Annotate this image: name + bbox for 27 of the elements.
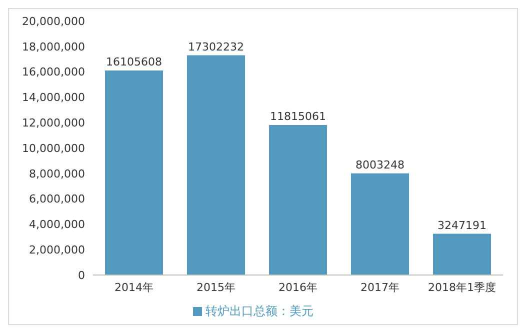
bar: [351, 173, 409, 275]
y-tick-label: 8,000,000: [29, 167, 85, 180]
data-label: 16105608: [106, 55, 162, 68]
y-tick-label: 4,000,000: [29, 218, 85, 232]
x-tick-label: 2017年: [360, 280, 400, 294]
x-tick-label: 2016年: [278, 280, 318, 294]
data-label: 8003248: [356, 158, 404, 172]
x-tick-label: 2014年: [114, 280, 154, 294]
y-tick-label: 6,000,000: [29, 192, 85, 206]
bar: [105, 70, 163, 275]
y-tick-label: 20,000,000: [22, 14, 85, 28]
y-tick-label: 18,000,000: [22, 40, 85, 54]
bar: [269, 124, 327, 275]
data-label: 3247191: [438, 218, 486, 232]
bar: [187, 55, 245, 275]
x-tick-label: 2018年1季度: [428, 280, 496, 294]
data-label: 11815061: [270, 110, 326, 123]
data-label: 17302232: [188, 40, 244, 54]
y-tick-label: 10,000,000: [22, 142, 85, 155]
x-tick-label: 2015年: [196, 280, 236, 294]
y-tick-label: 12,000,000: [22, 116, 85, 130]
y-tick-label: 14,000,000: [22, 91, 85, 104]
legend-label: 转炉出口总额：美元: [206, 304, 314, 318]
y-tick-label: 2,000,000: [29, 244, 85, 257]
y-tick-label: 16,000,000: [22, 66, 85, 79]
bar: [433, 234, 491, 275]
y-tick-label: 0: [78, 268, 85, 282]
